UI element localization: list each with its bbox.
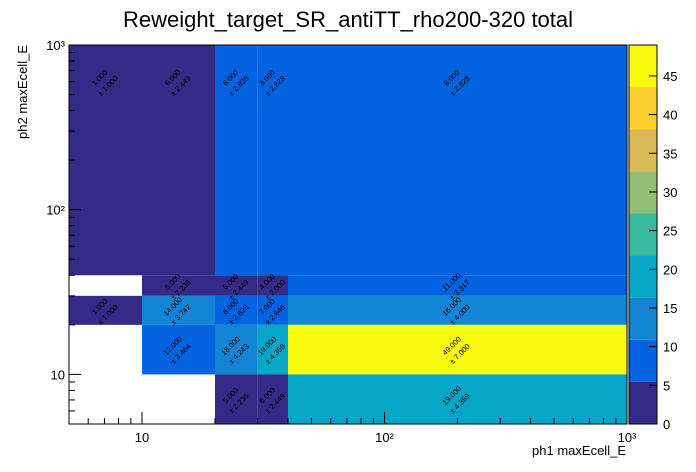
color-scale-label: 25 — [663, 224, 677, 239]
color-scale-label: 0 — [663, 417, 670, 432]
heatmap-cell — [214, 295, 258, 325]
heatmap-cell — [141, 275, 215, 296]
color-scale-label: 40 — [663, 108, 677, 123]
heatmap-cell — [287, 324, 627, 375]
y-tick-label: 10³ — [46, 38, 65, 53]
x-axis-label: ph1 maxEcell_E — [532, 443, 626, 458]
heatmap-cell — [69, 45, 142, 276]
x-axis: 10 10² 10³ — [68, 412, 637, 445]
color-scale-band — [629, 381, 657, 424]
heatmap-cell — [141, 295, 215, 325]
y-axis: 10 10² 10³ — [46, 38, 81, 425]
heatmap-cell — [287, 275, 627, 296]
chart-title: Reweight_target_SR_antiTT_rho200-320 tot… — [123, 7, 573, 32]
y-tick-label: 10 — [51, 367, 65, 382]
color-scale-label: 45 — [663, 69, 677, 84]
color-scale-label: 15 — [663, 301, 677, 316]
heatmap-cell — [214, 45, 258, 276]
color-scale-band — [629, 339, 657, 382]
heatmap-cell — [257, 374, 288, 424]
color-scale-label: 30 — [663, 185, 677, 200]
heatmap-cell — [214, 275, 258, 296]
heatmap-cell — [214, 324, 258, 375]
heatmap-cells — [69, 45, 627, 424]
heatmap-cell — [141, 324, 215, 375]
x-tick-label: 10³ — [618, 430, 637, 445]
heatmap-cell — [287, 374, 627, 424]
heatmap-cell — [287, 45, 627, 276]
color-scale-band — [629, 87, 657, 130]
color-scale-band — [629, 297, 657, 340]
color-scale-label: 10 — [663, 340, 677, 355]
heatmap-cell — [287, 295, 627, 325]
heatmap-cell — [214, 374, 258, 424]
heatmap-cell — [141, 45, 215, 276]
color-scale-label: 5 — [663, 378, 670, 393]
color-scale-label: 20 — [663, 262, 677, 277]
heatmap-cell — [257, 275, 288, 296]
plot-frame — [68, 44, 628, 425]
color-scale-band — [629, 255, 657, 298]
color-scale-band — [629, 213, 657, 256]
color-scale-band — [629, 129, 657, 172]
color-scale-frame — [628, 44, 658, 425]
color-scale-label: 35 — [663, 146, 677, 161]
heatmap-cell — [69, 295, 142, 325]
color-scale: 0 5 10 15 20 25 30 35 40 45 — [628, 44, 677, 432]
x-tick-label: 10² — [375, 430, 394, 445]
y-axis-label: ph2 maxEcell_E — [15, 45, 30, 139]
x-tick-label: 10 — [135, 430, 149, 445]
heatmap-cell — [257, 295, 288, 325]
heatmap-cell — [257, 45, 288, 276]
color-scale-band — [629, 45, 657, 88]
heatmap-cell — [257, 324, 288, 375]
y-tick-label: 10² — [46, 203, 65, 218]
